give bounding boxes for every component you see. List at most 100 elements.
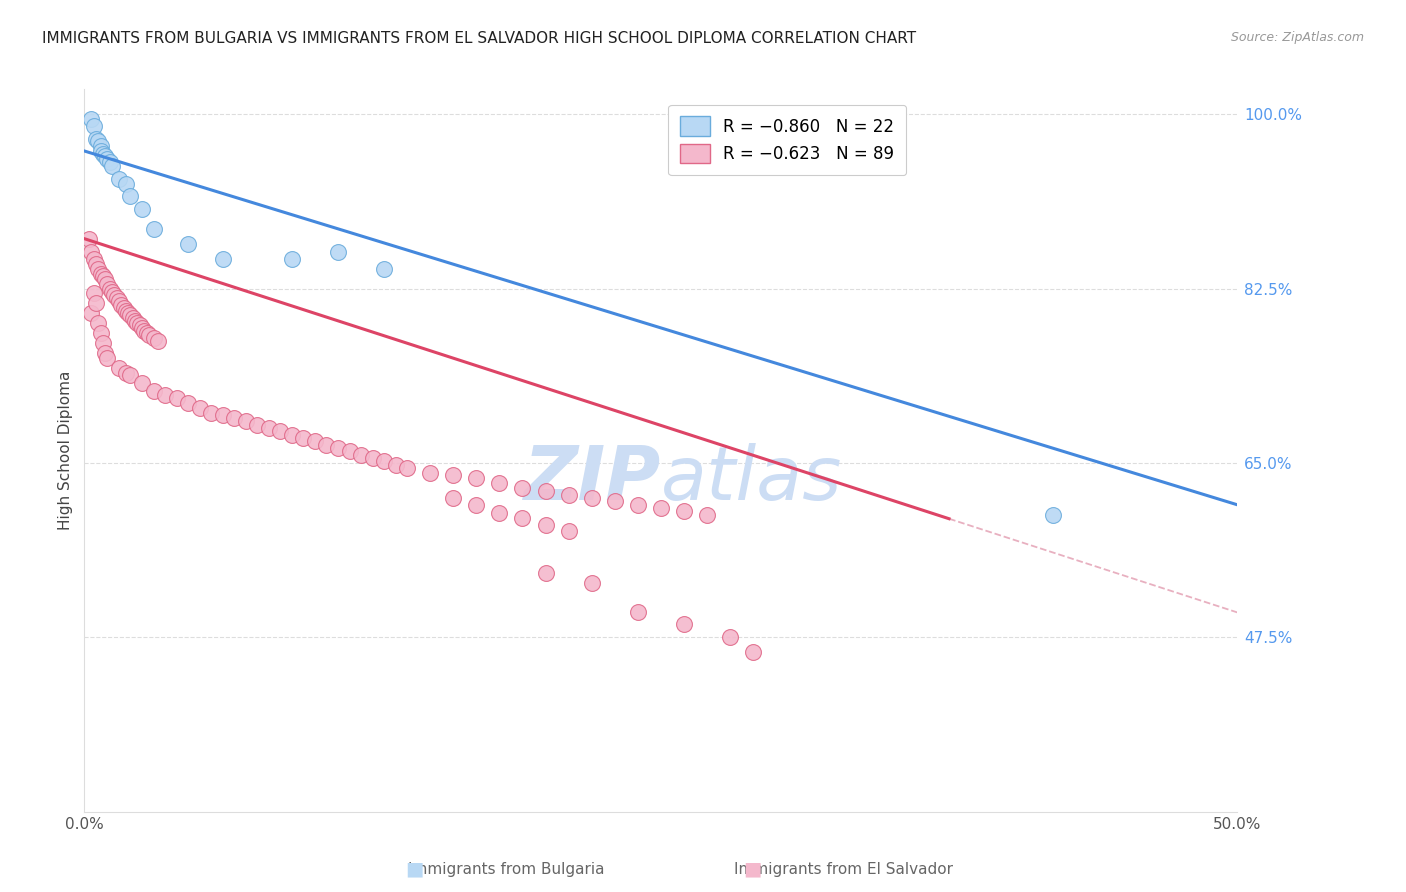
Point <box>94 271 117 285</box>
Point <box>627 606 650 620</box>
Point <box>127 317 149 331</box>
Point <box>188 401 211 416</box>
Point <box>89 144 111 158</box>
Point <box>200 406 222 420</box>
Point <box>146 334 169 349</box>
Point <box>326 441 349 455</box>
Point <box>96 152 118 166</box>
Point <box>384 458 406 472</box>
Point <box>304 434 326 448</box>
Point <box>98 281 121 295</box>
Point <box>121 311 143 326</box>
Point <box>110 298 132 312</box>
Point <box>235 414 257 428</box>
Point <box>373 261 395 276</box>
Point <box>84 296 107 310</box>
Y-axis label: High School Diploma: High School Diploma <box>58 371 73 530</box>
Point <box>603 493 626 508</box>
Point <box>112 301 135 316</box>
Text: ZIP: ZIP <box>523 442 661 516</box>
Point <box>124 314 146 328</box>
Point <box>131 202 153 216</box>
Point <box>80 112 103 127</box>
Point <box>142 221 165 235</box>
Point <box>257 421 280 435</box>
Point <box>211 408 233 422</box>
Point <box>441 491 464 505</box>
Point <box>117 306 139 320</box>
Point <box>696 508 718 522</box>
Point <box>581 575 603 590</box>
Point <box>672 617 695 632</box>
Point <box>120 368 142 383</box>
Point <box>581 491 603 505</box>
Point <box>361 450 384 465</box>
Point <box>281 428 304 442</box>
Point <box>80 244 103 259</box>
Point <box>101 159 124 173</box>
Point <box>224 411 246 425</box>
Point <box>77 232 100 246</box>
Point <box>512 510 534 524</box>
Point <box>108 361 131 376</box>
Point <box>84 132 107 146</box>
Point <box>142 331 165 345</box>
Point <box>120 309 142 323</box>
Point <box>108 172 131 186</box>
Text: IMMIGRANTS FROM BULGARIA VS IMMIGRANTS FROM EL SALVADOR HIGH SCHOOL DIPLOMA CORR: IMMIGRANTS FROM BULGARIA VS IMMIGRANTS F… <box>42 31 917 46</box>
Point <box>91 336 114 351</box>
Point <box>350 448 373 462</box>
Point <box>718 630 741 644</box>
Point <box>512 481 534 495</box>
Point <box>177 396 200 410</box>
Point <box>534 517 557 532</box>
Point <box>177 236 200 251</box>
Point <box>94 149 117 163</box>
Point <box>627 498 650 512</box>
Point <box>269 424 291 438</box>
Point <box>1042 508 1064 522</box>
Point <box>108 294 131 309</box>
Text: ■: ■ <box>742 859 762 879</box>
Point <box>83 119 105 133</box>
Point <box>557 488 579 502</box>
Point <box>153 388 176 402</box>
Point <box>80 306 103 320</box>
Point <box>89 267 111 281</box>
Point <box>315 438 337 452</box>
Point <box>131 376 153 391</box>
Point <box>83 252 105 266</box>
Point <box>120 189 142 203</box>
Point <box>373 454 395 468</box>
Point <box>281 252 304 266</box>
Point <box>292 431 315 445</box>
Point <box>134 324 156 338</box>
Point <box>128 318 150 333</box>
Text: Immigrants from Bulgaria: Immigrants from Bulgaria <box>408 863 605 877</box>
Point <box>534 566 557 580</box>
Point <box>742 645 765 659</box>
Point <box>87 261 110 276</box>
Point <box>465 471 488 485</box>
Point <box>672 504 695 518</box>
Point <box>87 134 110 148</box>
Point <box>650 500 672 515</box>
Point <box>105 292 128 306</box>
Point <box>135 326 157 341</box>
Text: atlas: atlas <box>661 443 842 516</box>
Point <box>98 155 121 169</box>
Point <box>465 498 488 512</box>
Point <box>91 147 114 161</box>
Point <box>87 317 110 331</box>
Point <box>101 285 124 299</box>
Point <box>84 257 107 271</box>
Text: ■: ■ <box>405 859 425 879</box>
Text: Source: ZipAtlas.com: Source: ZipAtlas.com <box>1230 31 1364 45</box>
Point <box>211 252 233 266</box>
Point <box>131 321 153 335</box>
Point <box>534 483 557 498</box>
Point <box>115 177 138 191</box>
Point <box>91 268 114 283</box>
Point <box>96 277 118 291</box>
Point <box>96 351 118 366</box>
